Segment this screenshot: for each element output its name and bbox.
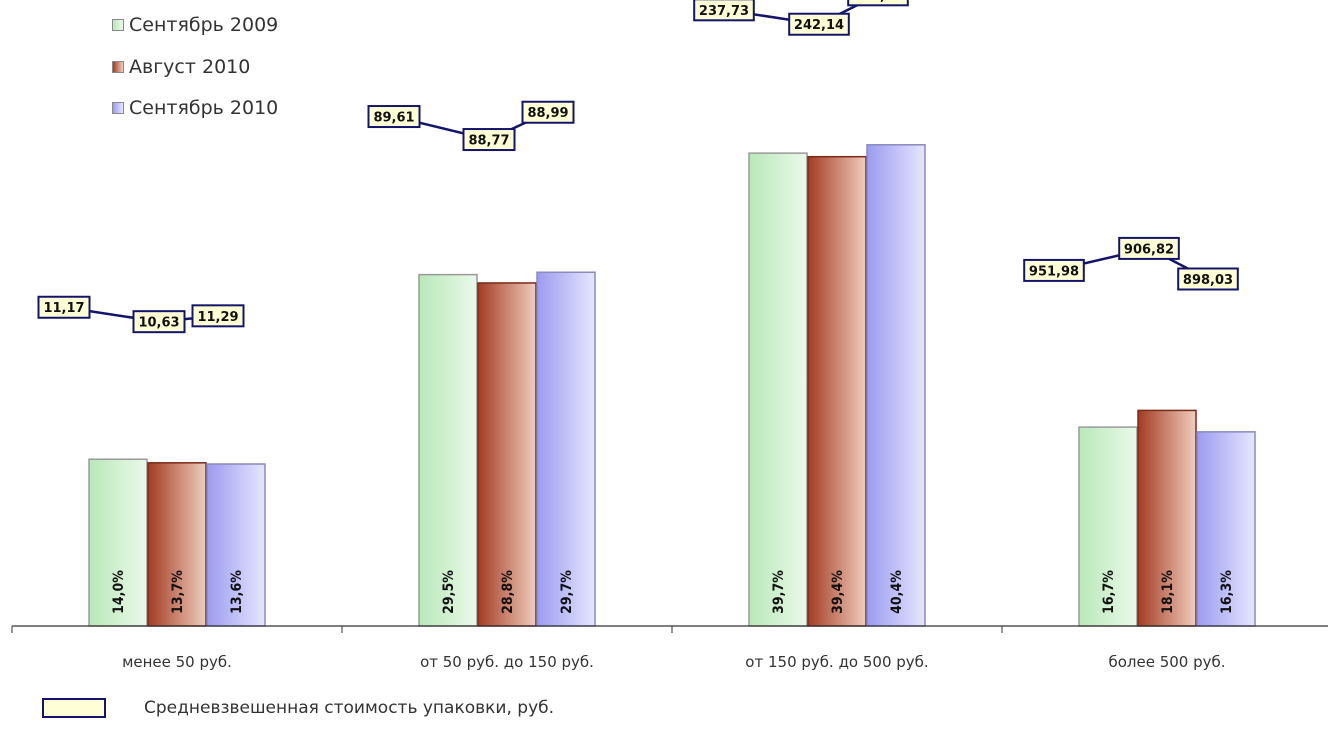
bar-percent-label: 28,8%: [500, 570, 516, 614]
price-label: 88,99: [527, 106, 568, 121]
price-box: [693, 0, 755, 22]
bar-percent-label: 39,4%: [830, 570, 846, 614]
bar-percent-label: 14,0%: [111, 570, 127, 614]
bar-percent-label: 16,3%: [1219, 570, 1235, 614]
price-label: 11,29: [197, 310, 238, 325]
price-box: [37, 295, 91, 319]
bar: [206, 463, 266, 627]
legend-item: Сентябрь 2009: [112, 14, 278, 36]
price-legend: Средневзвешенная стоимость упаковки, руб…: [42, 698, 554, 718]
x-tick-label: от 150 руб. до 500 руб.: [745, 653, 928, 671]
price-label: 11,17: [43, 301, 84, 316]
bar-percent-label: 13,7%: [170, 570, 186, 614]
price-box: [367, 105, 421, 129]
bar: [1196, 431, 1256, 627]
bar: [866, 144, 926, 627]
bar: [147, 462, 207, 627]
price-label: 951,98: [1029, 264, 1079, 279]
bar: [1078, 426, 1138, 627]
bar-percent-label: 39,7%: [771, 570, 787, 614]
x-tick-label: менее 50 руб.: [122, 653, 232, 671]
price-label: 237,73: [699, 4, 749, 19]
bar-percent-label: 18,1%: [1160, 570, 1176, 614]
legend-swatch: [112, 19, 124, 31]
price-box: [521, 100, 575, 124]
legend-label: Август 2010: [129, 56, 251, 78]
price-box: [1177, 267, 1239, 291]
bar: [807, 155, 867, 627]
price-label: 898,03: [1183, 273, 1233, 288]
price-label: 88,77: [468, 134, 509, 149]
bar: [1137, 409, 1197, 627]
legend-label: Сентябрь 2009: [129, 14, 279, 36]
legend-swatch: [112, 61, 124, 73]
legend-item: Август 2010: [112, 56, 250, 78]
bar: [536, 271, 596, 627]
x-tick-label: более 500 руб.: [1108, 653, 1225, 671]
bar: [88, 458, 148, 627]
price-box: [132, 310, 186, 334]
price-label: 10,63: [138, 316, 179, 331]
price-legend-label: Средневзвешенная стоимость упаковки, руб…: [144, 698, 555, 718]
price-box: [1023, 258, 1085, 282]
price-box: [1118, 236, 1180, 260]
price-label: 242,14: [794, 18, 844, 33]
bar-percent-label: 40,4%: [889, 570, 905, 614]
legend-swatch: [112, 102, 124, 114]
x-tick-label: от 50 руб. до 150 руб.: [420, 653, 594, 671]
price-label: 233,34: [853, 0, 903, 4]
price-box: [462, 128, 516, 152]
bar: [748, 152, 808, 627]
price-legend-swatch: [42, 698, 106, 718]
price-label: 89,61: [373, 111, 414, 126]
bar-percent-label: 29,5%: [441, 570, 457, 614]
bar-percent-label: 29,7%: [559, 570, 575, 614]
price-box: [847, 0, 909, 7]
legend-item: Сентябрь 2010: [112, 97, 278, 119]
price-box: [788, 12, 850, 36]
bar-percent-label: 13,6%: [229, 570, 245, 614]
price-box: [191, 304, 245, 328]
bar: [418, 273, 478, 627]
price-label: 906,82: [1124, 242, 1174, 257]
legend-label: Сентябрь 2010: [129, 97, 279, 119]
bar-percent-label: 16,7%: [1101, 570, 1117, 614]
